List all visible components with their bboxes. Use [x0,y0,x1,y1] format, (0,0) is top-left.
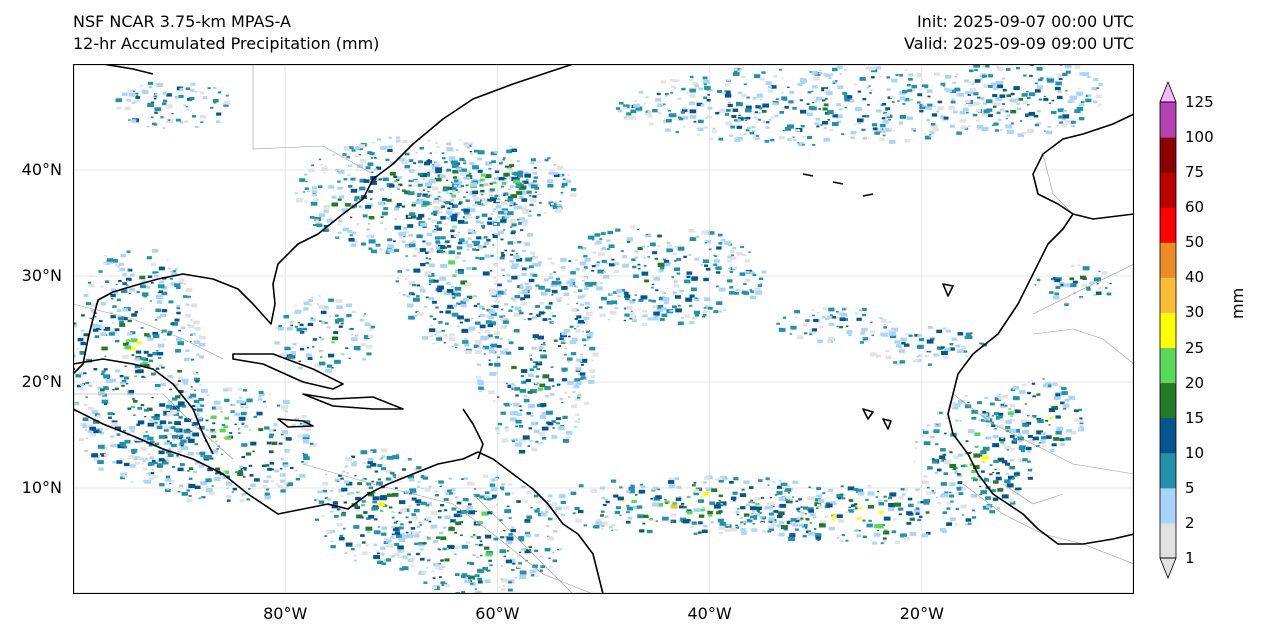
colorbar-tick-label: 100 [1185,128,1214,147]
precipitation-field [73,64,1112,594]
field-title: 12-hr Accumulated Precipitation (mm) [73,34,380,53]
colorbar-cell [1160,172,1176,208]
colorbar-tick-label: 25 [1185,338,1205,357]
colorbar-tick-label: 50 [1185,233,1205,252]
colorbar-cell [1160,452,1176,489]
colorbar-cell [1160,137,1176,173]
colorbar-tick-label: 40 [1185,268,1205,287]
country-borders [73,64,1134,594]
colorbar-tick-label: 2 [1185,513,1195,532]
init-time: Init: 2025-09-07 00:00 UTC [916,12,1134,31]
model-title: NSF NCAR 3.75-km MPAS-A [73,12,291,31]
colorbar-tick-label: 15 [1185,408,1205,427]
colorbar-tick-label: 10 [1185,443,1205,462]
colorbar-cell [1160,417,1176,454]
colorbar-tick-label: 5 [1185,478,1195,497]
colorbar-cell [1160,522,1176,559]
lat-tick-label: 10°N [21,478,62,497]
colorbar-cell [1160,242,1176,278]
coastlines [73,64,1134,594]
colorbar [1159,80,1177,580]
colorbar-tick-label: 60 [1185,198,1205,217]
lon-tick-label: 80°W [263,604,308,623]
lat-tick-label: 20°N [21,372,62,391]
colorbar-cell [1160,312,1176,349]
colorbar-tick-label: 75 [1185,163,1205,182]
map-frame [73,64,1134,594]
colorbar-tick-label: 125 [1185,93,1214,111]
colorbar-extend-top [1159,80,1177,103]
lat-tick-label: 40°N [21,160,62,179]
valid-time: Valid: 2025-09-09 09:00 UTC [903,34,1134,53]
title-block: NSF NCAR 3.75-km MPAS-A 12-hr Accumulate… [73,11,379,55]
colorbar-cell [1160,382,1176,419]
precipitation-map[interactable] [73,64,1134,594]
colorbar-tick-label: 1 [1185,549,1195,567]
colorbar-unit-label: mm [1228,287,1247,319]
colorbar-cell [1160,102,1176,138]
colorbar-cell [1160,277,1176,313]
colorbar-extend-bottom [1159,557,1177,580]
colorbar-cell [1160,207,1176,243]
lat-tick-label: 30°N [21,266,62,285]
lon-tick-label: 40°W [687,604,732,623]
time-block: Init: 2025-09-07 00:00 UTC Valid: 2025-0… [904,11,1134,55]
colorbar-tick-label: 20 [1185,373,1205,392]
colorbar-cell [1160,487,1176,524]
lon-tick-label: 20°W [899,604,944,623]
colorbar-cell [1160,347,1176,384]
lon-tick-label: 60°W [475,604,520,623]
colorbar-tick-label: 30 [1185,303,1205,322]
